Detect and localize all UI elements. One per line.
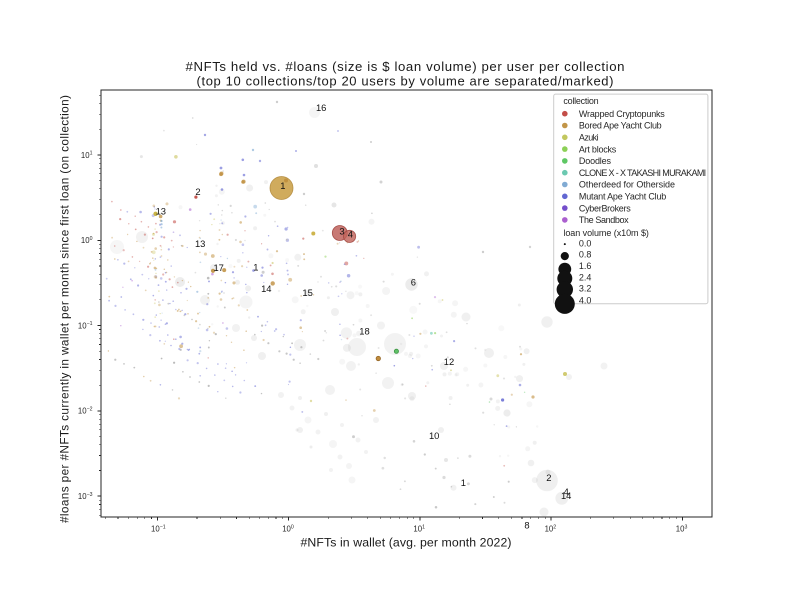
- svg-text:Wrapped Cryptopunks: Wrapped Cryptopunks: [579, 109, 665, 119]
- svg-text:10: 10: [429, 430, 439, 441]
- svg-text:3: 3: [339, 226, 344, 237]
- svg-text:#loans per #NFTs currently in: #loans per #NFTs currently in wallet per…: [58, 95, 72, 523]
- svg-text:17: 17: [213, 262, 223, 273]
- svg-text:10−1: 10−1: [78, 321, 93, 330]
- svg-text:1: 1: [280, 180, 285, 191]
- svg-text:14: 14: [561, 490, 571, 501]
- svg-text:100: 100: [81, 236, 93, 245]
- svg-text:Azuki: Azuki: [579, 133, 599, 143]
- svg-text:103: 103: [676, 525, 688, 534]
- svg-text:loan volume (x10m $): loan volume (x10m $): [563, 228, 649, 238]
- svg-text:12: 12: [444, 356, 454, 367]
- svg-text:Bored Ape Yacht Club: Bored Ape Yacht Club: [579, 121, 662, 131]
- svg-text:18: 18: [359, 325, 369, 336]
- svg-text:10−2: 10−2: [78, 407, 93, 416]
- svg-text:6: 6: [411, 277, 416, 288]
- svg-text:2: 2: [546, 472, 551, 483]
- svg-text:15: 15: [302, 287, 312, 298]
- svg-text:10−1: 10−1: [151, 525, 166, 534]
- svg-text:#NFTs held vs. #loans (size is: #NFTs held vs. #loans (size is $ loan vo…: [186, 59, 625, 74]
- svg-text:16: 16: [316, 102, 326, 113]
- svg-text:CLONE X - X TAKASHI MURAKAMI: CLONE X - X TAKASHI MURAKAMI: [579, 168, 706, 178]
- svg-text:4: 4: [564, 486, 569, 497]
- svg-text:#NFTs in wallet (avg. per mont: #NFTs in wallet (avg. per month 2022): [301, 536, 512, 550]
- svg-text:The Sandbox: The Sandbox: [579, 215, 629, 225]
- svg-text:10−3: 10−3: [78, 492, 93, 501]
- svg-text:0.8: 0.8: [579, 250, 592, 260]
- svg-text:102: 102: [545, 525, 557, 534]
- svg-text:4.0: 4.0: [579, 296, 592, 306]
- svg-text:100: 100: [282, 525, 294, 534]
- svg-text:2: 2: [195, 186, 200, 197]
- svg-text:Mutant Ape Yacht Club: Mutant Ape Yacht Club: [579, 192, 666, 202]
- svg-text:1: 1: [253, 262, 258, 273]
- svg-text:8: 8: [524, 519, 529, 530]
- svg-text:101: 101: [413, 525, 425, 534]
- svg-text:1.6: 1.6: [579, 261, 592, 271]
- svg-text:Otherdeed for Otherside: Otherdeed for Otherside: [579, 180, 675, 190]
- svg-text:4: 4: [348, 229, 353, 240]
- svg-text:13: 13: [195, 238, 205, 249]
- svg-text:2.4: 2.4: [579, 272, 592, 282]
- svg-text:(top 10 collections/top 20 use: (top 10 collections/top 20 users by volu…: [197, 74, 614, 89]
- svg-text:13: 13: [156, 205, 166, 216]
- svg-text:0.0: 0.0: [579, 238, 592, 248]
- svg-text:3.2: 3.2: [579, 284, 592, 294]
- svg-text:101: 101: [81, 151, 93, 160]
- svg-text:CyberBrokers: CyberBrokers: [579, 203, 631, 213]
- svg-text:1: 1: [461, 477, 466, 488]
- svg-text:14: 14: [261, 283, 271, 294]
- svg-text:collection: collection: [563, 96, 598, 106]
- svg-text:Art blocks: Art blocks: [579, 144, 617, 154]
- svg-text:Doodles: Doodles: [579, 156, 612, 166]
